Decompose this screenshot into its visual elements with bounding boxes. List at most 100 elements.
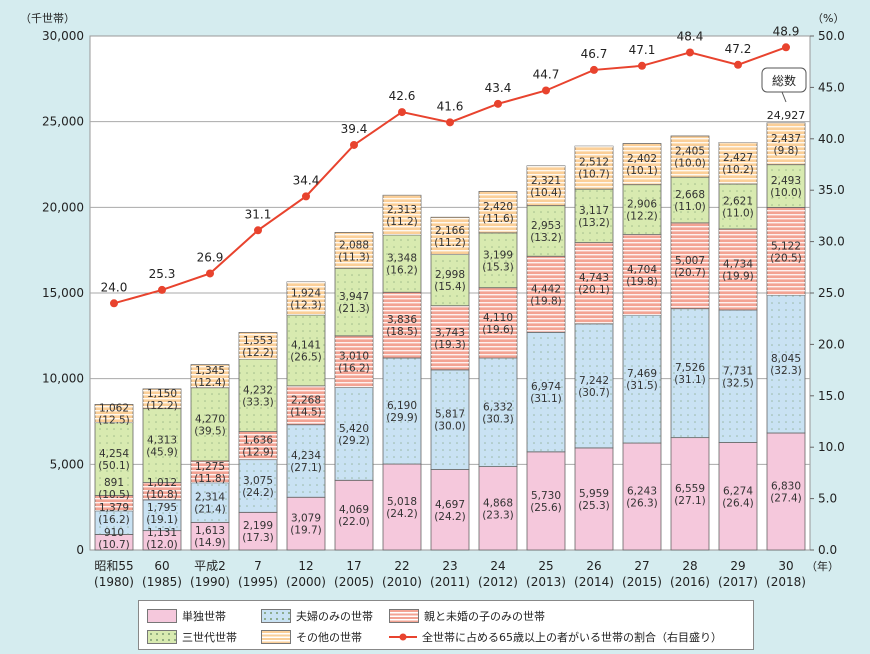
x-tick-label: 28 [682, 559, 697, 573]
y2-tick-label: 10.0 [818, 440, 845, 454]
legend-swatch [261, 630, 291, 644]
data-label: 7,469 [627, 368, 657, 380]
line-point [350, 140, 358, 149]
bar-pattern [287, 314, 325, 386]
x-tick-label: 12 [298, 559, 313, 573]
annotation-label: 総数 [772, 73, 796, 88]
data-label-pct: (10.8) [146, 489, 178, 501]
data-label: 6,190 [387, 400, 417, 412]
bar-pattern [191, 364, 229, 388]
data-label: 4,734 [723, 258, 753, 270]
x-tick-label-year: (2010) [382, 575, 422, 589]
data-label-pct: (20.1) [578, 284, 610, 296]
data-label: 910 [104, 527, 124, 539]
x-tick-label: 25 [538, 559, 553, 573]
data-label: 3,743 [435, 327, 465, 339]
data-label-pct: (10.2) [722, 164, 754, 176]
legend-item-three-gen: 三世代世帯 [147, 629, 237, 645]
data-label-pct: (11.2) [434, 237, 466, 249]
bar-pattern [623, 315, 661, 444]
x-tick-label: 17 [346, 559, 361, 573]
x-tick-label-year: (2016) [670, 575, 710, 589]
bar-pattern [95, 495, 133, 511]
x-tick-label: 26 [586, 559, 601, 573]
x-tick-label: 24 [490, 559, 505, 573]
data-label-pct: (11.8) [194, 473, 226, 485]
data-label: 4,234 [291, 450, 321, 462]
chart-svg: 0 5,000 10,000 15,000 20,000 25,000 30,000 0.0 5… [20, 12, 845, 589]
data-label-pct: (19.8) [626, 276, 658, 288]
data-label-pct: (30.0) [434, 421, 466, 433]
data-label-pct: (10.5) [98, 489, 130, 501]
x-tick-label: 22 [394, 559, 409, 573]
data-label: 2,621 [723, 195, 753, 207]
bar-pattern [623, 184, 661, 235]
data-label-pct: (12.4) [194, 377, 226, 389]
bar-pattern [719, 184, 757, 229]
data-label: 2,088 [339, 239, 369, 251]
line-label: 39.4 [341, 122, 368, 136]
data-label-pct: (13.2) [530, 232, 562, 244]
x-tick-label: 29 [730, 559, 745, 573]
data-label: 1,275 [195, 461, 225, 473]
legend: 単独世帯 夫婦のみの世帯 親と未婚の子のみの世帯 三世代世帯 その他の世帯 全世… [138, 600, 754, 650]
line-point [206, 269, 214, 278]
data-label: 3,079 [291, 513, 321, 525]
bar-pattern [191, 460, 229, 483]
bar-pattern [719, 142, 757, 185]
data-label: 2,268 [291, 394, 321, 406]
data-label: 4,254 [99, 448, 129, 460]
bar-pattern [767, 295, 805, 433]
x-tick-label-year: (1995) [238, 575, 278, 589]
x-tick-label-year: (2011) [430, 575, 470, 589]
line-label: 34.4 [293, 173, 320, 187]
data-label: 5,018 [387, 496, 417, 508]
data-label-pct: (20.5) [770, 252, 802, 264]
bar-pattern [575, 242, 613, 324]
data-label: 1,062 [99, 403, 129, 415]
y-tick-label: 20,000 [42, 200, 84, 214]
x-tick-label-year: (2013) [526, 575, 566, 589]
data-label-pct: (32.3) [770, 365, 802, 377]
bar-pattern [623, 234, 661, 316]
legend-swatch [389, 609, 419, 623]
data-label-pct: (15.4) [434, 281, 466, 293]
bar-pattern [95, 404, 133, 423]
data-label: 4,868 [483, 497, 513, 509]
data-label: 6,332 [483, 401, 513, 413]
data-label-pct: (20.7) [674, 267, 706, 279]
y2-tick-label: 20.0 [818, 337, 845, 351]
line-label: 41.6 [437, 99, 464, 113]
x-tick-label: 昭和55 [94, 559, 133, 573]
data-label: 1,150 [147, 388, 177, 400]
line-label: 46.7 [581, 47, 608, 61]
data-label-pct: (12.2) [626, 211, 658, 223]
y2-tick-label: 50.0 [818, 29, 845, 43]
x-tick-label-year: (2005) [334, 575, 374, 589]
data-label-pct: (11.0) [722, 207, 754, 219]
line-label: 48.9 [773, 24, 800, 38]
bar-pattern [287, 281, 325, 315]
line-label: 43.4 [485, 81, 512, 95]
y2-tick-label: 30.0 [818, 235, 845, 249]
data-label: 5,420 [339, 423, 369, 435]
data-label: 4,141 [291, 339, 321, 351]
y-tick-label: 15,000 [42, 286, 84, 300]
line-point [542, 86, 550, 95]
bar-pattern [143, 388, 181, 409]
x-tick-label: 60 [154, 559, 169, 573]
bar-pattern [671, 177, 709, 223]
data-label: 3,010 [339, 351, 369, 363]
legend-swatch [261, 609, 291, 623]
data-label: 5,817 [435, 409, 465, 421]
data-label: 6,830 [771, 480, 801, 492]
bar-pattern [671, 222, 709, 309]
data-label: 6,274 [723, 485, 753, 497]
bar-pattern [383, 234, 421, 293]
data-label: 6,243 [627, 486, 657, 498]
bar-segment [334, 479, 374, 551]
bar-pattern [239, 332, 277, 360]
data-label-pct: (21.4) [194, 504, 226, 516]
line-label: 25.3 [149, 267, 176, 281]
bar-segment [238, 511, 278, 551]
